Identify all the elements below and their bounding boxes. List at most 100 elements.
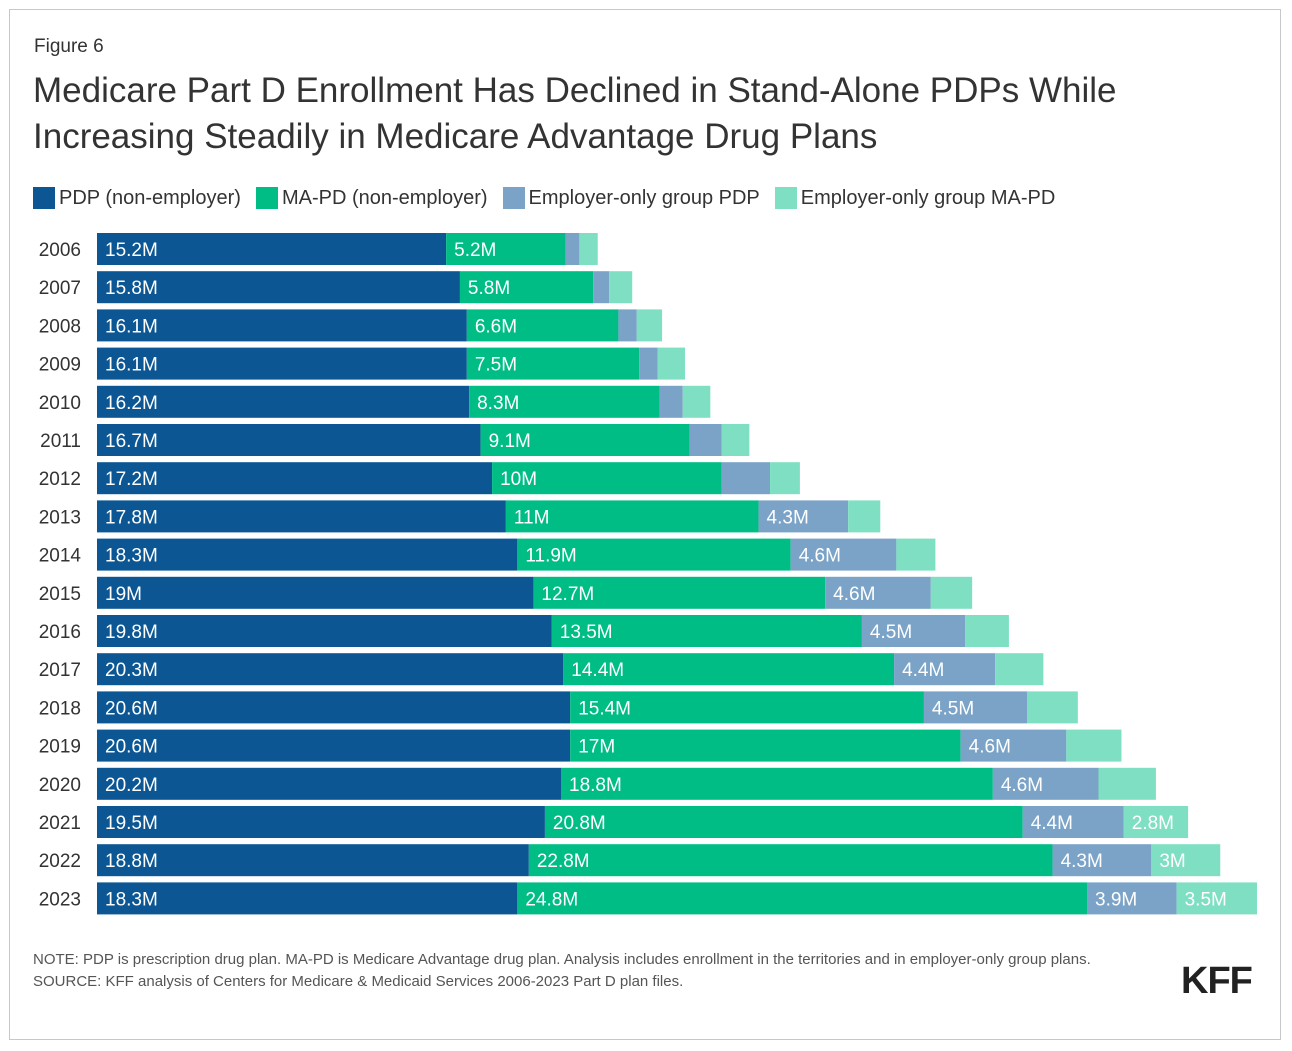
bar-value-label: 2.8M xyxy=(1132,813,1174,834)
bar-value-label: 4.3M xyxy=(1061,851,1103,872)
bar-value-label: 24.8M xyxy=(525,889,578,910)
bar-segment-series-2 xyxy=(758,500,849,533)
year-label: 2016 xyxy=(39,622,81,643)
bar-value-label: 12.7M xyxy=(541,584,594,605)
bar-segment-series-1 xyxy=(466,309,619,342)
bar-segment-series-2 xyxy=(1087,882,1177,915)
bar-segment-series-2 xyxy=(659,385,683,418)
bar-segment-series-1 xyxy=(517,538,791,571)
year-label: 2012 xyxy=(39,469,81,490)
legend-label-employer-mapd: Employer-only group MA-PD xyxy=(800,186,1056,209)
bar-value-label: 17M xyxy=(578,737,615,758)
bar-segment-series-2 xyxy=(565,233,580,265)
bar-segment-series-2 xyxy=(639,347,658,380)
year-label: 2009 xyxy=(39,355,81,376)
bar-segment-series-3 xyxy=(1151,844,1221,877)
bar-value-label: 18.3M xyxy=(105,889,158,910)
bar-segment-series-2 xyxy=(923,691,1028,724)
bar-segment-series-0 xyxy=(97,309,467,342)
bar-segment-series-1 xyxy=(570,691,924,724)
bar-value-label: 15.4M xyxy=(578,698,631,719)
bar-value-label: 5.2M xyxy=(454,240,496,261)
chart-notes: NOTE: PDP is prescription drug plan. MA-… xyxy=(33,949,1183,993)
bar-value-label: 11.9M xyxy=(525,546,576,567)
bar-segment-series-1 xyxy=(563,653,895,686)
bar-value-label: 3.9M xyxy=(1095,889,1137,910)
bar-segment-series-0 xyxy=(97,424,481,456)
bar-value-label: 14.4M xyxy=(571,660,624,681)
bar-value-label: 18.8M xyxy=(105,851,158,872)
bar-value-label: 20.6M xyxy=(105,737,158,758)
chart-title-line-2: Increasing Steadily in Medicare Advantag… xyxy=(33,117,878,156)
bar-value-label: 11M xyxy=(514,507,550,528)
bar-segment-series-3 xyxy=(965,615,1009,647)
bar-segment-series-3 xyxy=(1027,691,1078,724)
bar-value-label: 4.6M xyxy=(1001,775,1043,796)
bar-value-label: 15.8M xyxy=(105,278,158,299)
legend-item-mapd: MA-PD (non-employer) xyxy=(255,187,488,210)
legend-label-employer-pdp: Employer-only group PDP xyxy=(528,186,760,209)
bar-value-label: 17.2M xyxy=(105,469,158,490)
year-label: 2020 xyxy=(39,775,81,796)
bar-value-label: 16.7M xyxy=(105,431,158,452)
bar-segment-series-1 xyxy=(492,462,722,495)
bar-segment-series-3 xyxy=(682,385,711,418)
bar-segment-series-3 xyxy=(1098,767,1156,800)
year-label: 2008 xyxy=(39,316,81,337)
bar-value-label: 19.5M xyxy=(105,813,158,834)
bar-segment-series-3 xyxy=(1066,729,1122,762)
legend-swatch-pdp xyxy=(33,187,55,209)
bar-segment-series-3 xyxy=(770,462,800,495)
bar-value-label: 4.5M xyxy=(932,698,974,719)
year-label: 2021 xyxy=(39,813,81,834)
bar-value-label: 6.6M xyxy=(475,316,517,337)
bar-segment-series-0 xyxy=(97,500,506,533)
year-label: 2013 xyxy=(39,507,81,528)
year-label: 2018 xyxy=(39,698,81,719)
bar-segment-series-2 xyxy=(894,653,996,686)
chart-title: Medicare Part D Enrollment Has Declined … xyxy=(33,68,1263,160)
year-label: 2007 xyxy=(39,278,81,299)
bar-segment-series-1 xyxy=(528,844,1053,877)
legend-item-employer-mapd: Employer-only group MA-PD xyxy=(774,186,1056,210)
bar-segment-series-0 xyxy=(97,691,571,724)
bar-segment-series-2 xyxy=(1022,806,1124,838)
bar-segment-series-2 xyxy=(790,538,897,571)
bar-value-label: 4.6M xyxy=(969,737,1011,758)
bar-value-label: 4.6M xyxy=(799,546,841,567)
bar-segment-series-0 xyxy=(97,882,518,915)
bar-segment-series-1 xyxy=(480,424,690,456)
bar-segment-series-2 xyxy=(618,309,637,342)
bar-segment-series-3 xyxy=(657,347,686,380)
bar-segment-series-0 xyxy=(97,347,467,380)
bar-segment-series-1 xyxy=(533,576,826,609)
bar-segment-series-1 xyxy=(446,233,566,265)
note-text: NOTE: PDP is prescription drug plan. MA-… xyxy=(33,951,1091,968)
bar-segment-series-1 xyxy=(544,806,1023,838)
bar-segment-series-3 xyxy=(609,271,633,304)
bar-value-label: 18.8M xyxy=(569,775,622,796)
legend-label-pdp: PDP (non-employer) xyxy=(59,186,241,209)
bar-value-label: 4.5M xyxy=(870,622,912,643)
year-label: 2014 xyxy=(39,546,82,567)
bar-segment-series-1 xyxy=(561,767,993,800)
bar-value-label: 4.3M xyxy=(767,507,809,528)
bar-segment-series-0 xyxy=(97,653,564,686)
bar-segment-series-1 xyxy=(517,882,1088,915)
chart-title-line-1: Medicare Part D Enrollment Has Declined … xyxy=(33,71,1117,110)
bar-segment-series-1 xyxy=(570,729,961,762)
bar-value-label: 4.4M xyxy=(1031,813,1073,834)
bar-value-label: 16.1M xyxy=(105,316,158,337)
year-label: 2006 xyxy=(39,240,81,261)
bar-value-label: 20.8M xyxy=(553,813,606,834)
bar-segment-series-2 xyxy=(689,424,722,456)
bar-value-label: 16.1M xyxy=(105,355,158,376)
bar-segment-series-0 xyxy=(97,729,571,762)
year-label: 2011 xyxy=(40,431,81,452)
bar-segment-series-0 xyxy=(97,806,545,838)
bar-segment-series-2 xyxy=(593,271,610,304)
bar-value-label: 20.2M xyxy=(105,775,158,796)
bar-value-label: 22.8M xyxy=(537,851,590,872)
figure-label: Figure 6 xyxy=(34,36,104,57)
